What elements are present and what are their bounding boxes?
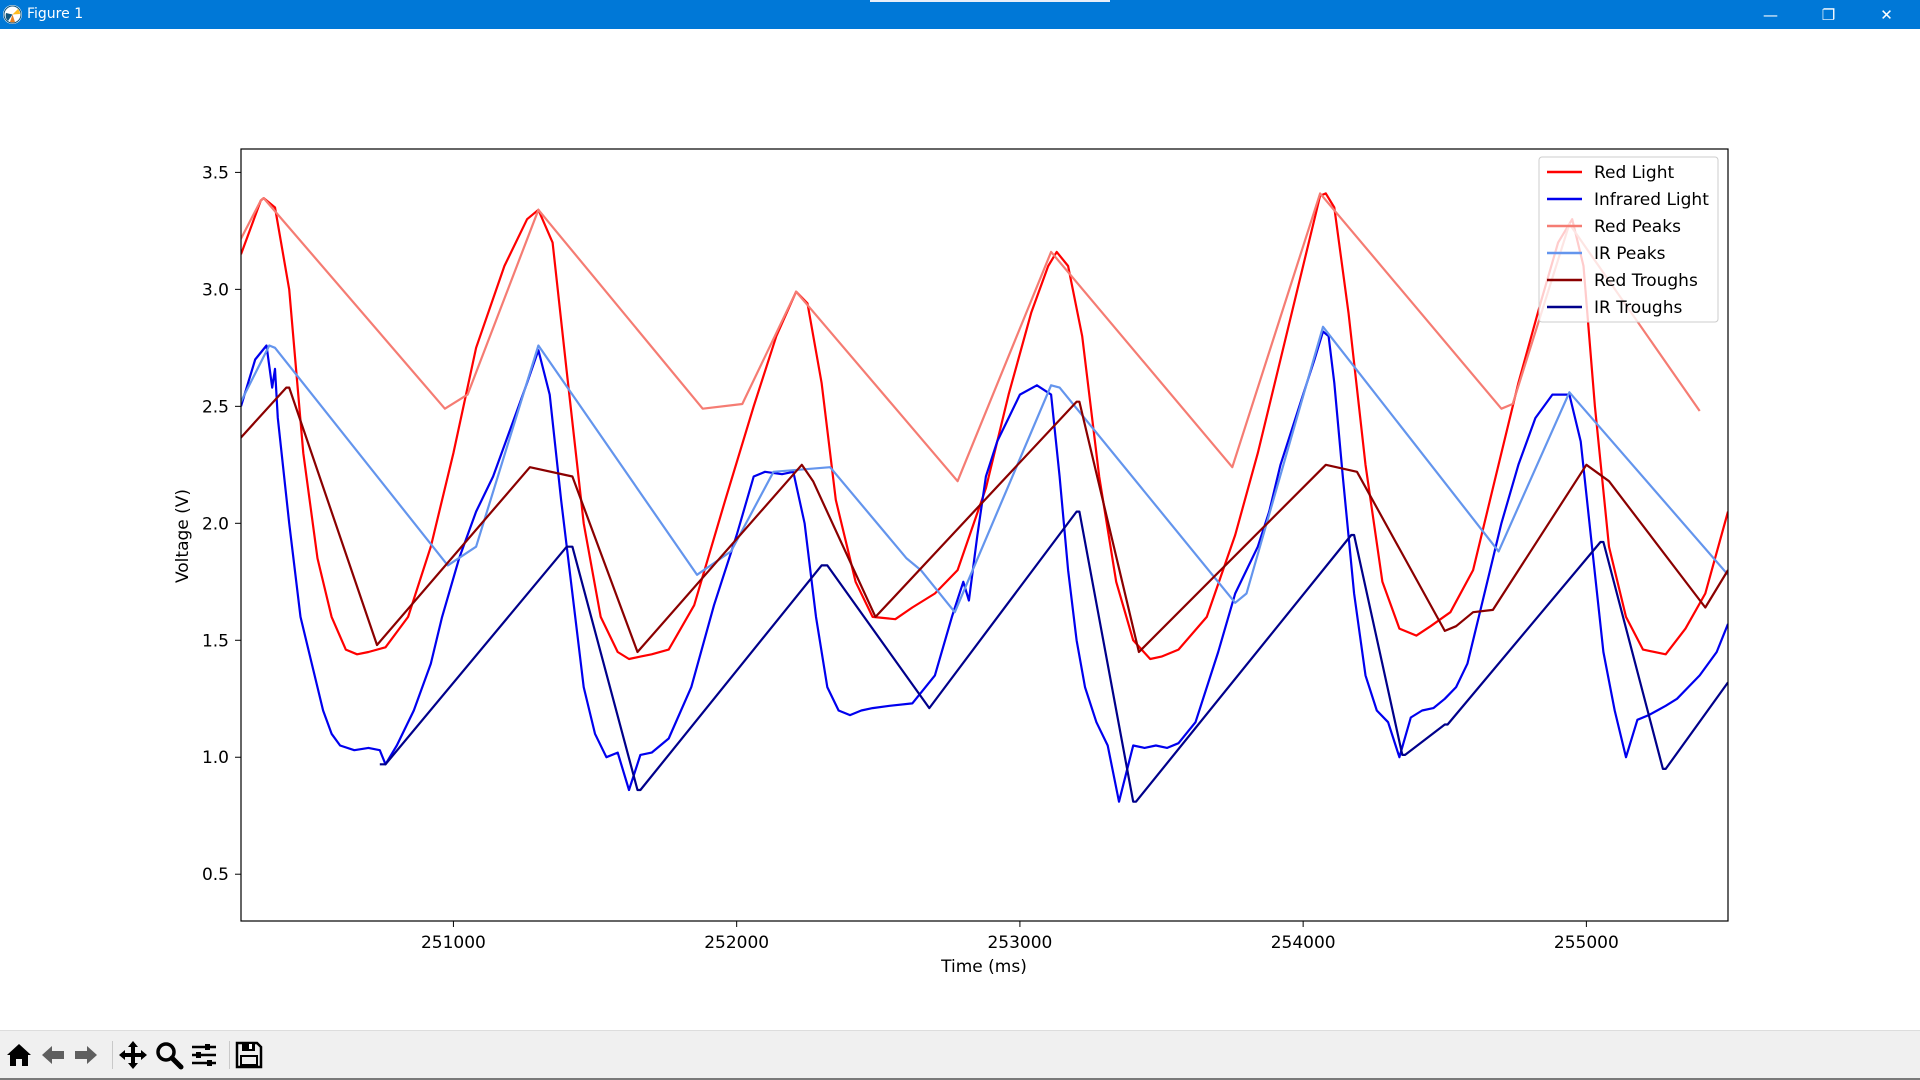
navigation-toolbar <box>0 1030 1920 1080</box>
y-tick-label: 1.0 <box>202 748 229 768</box>
legend: Red Light Infrared Light Red Peaks IR Peaks… <box>1538 156 1719 323</box>
series-line-2 <box>241 192 1701 483</box>
y-tick-label: 1.5 <box>202 631 229 651</box>
restore-button[interactable]: ❐ <box>1821 5 1836 24</box>
plot-frame <box>240 148 1729 922</box>
toolbar-separator <box>229 1041 230 1069</box>
legend-label-2: Red Peaks <box>1594 217 1681 237</box>
close-button[interactable]: ✕ <box>1880 5 1893 24</box>
pan-icon[interactable] <box>117 1039 149 1071</box>
plot-series <box>241 192 1728 803</box>
legend-label-0: Red Light <box>1594 163 1674 183</box>
save-icon[interactable] <box>233 1039 265 1071</box>
minimize-button[interactable]: — <box>1763 5 1778 24</box>
series-line-3 <box>241 325 1728 614</box>
y-tick-label: 2.5 <box>202 397 229 417</box>
figure-canvas[interactable]: 251000 252000 253000 254000 255000 0.5 1.0 1.5… <box>0 29 1920 1030</box>
titlebar-accent <box>870 0 1110 2</box>
home-icon[interactable] <box>3 1039 35 1071</box>
legend-label-3: IR Peaks <box>1594 244 1666 264</box>
toolbar-separator <box>112 1041 113 1069</box>
configure-icon[interactable] <box>188 1039 220 1071</box>
y-axis-label: Voltage (V) <box>173 489 193 583</box>
legend-label-4: Red Troughs <box>1594 271 1698 291</box>
window-bottom-border <box>0 1078 1920 1080</box>
y-tick-label: 2.0 <box>202 514 229 534</box>
x-axis: 251000 252000 253000 254000 255000 <box>421 921 1619 953</box>
y-axis: 0.5 1.0 1.5 2.0 2.5 3.0 3.5 <box>202 163 241 885</box>
x-tick-label: 253000 <box>987 933 1052 953</box>
forward-icon[interactable] <box>70 1039 102 1071</box>
legend-box <box>1538 156 1719 323</box>
x-tick-label: 251000 <box>421 933 486 953</box>
y-tick-label: 0.5 <box>202 865 229 885</box>
series-line-5 <box>379 510 1728 803</box>
legend-label-1: Infrared Light <box>1594 190 1709 210</box>
series-line-0 <box>241 192 1728 661</box>
legend-label-5: IR Troughs <box>1594 298 1682 318</box>
y-tick-label: 3.5 <box>202 163 229 183</box>
matplotlib-logo-icon <box>3 5 22 24</box>
zoom-icon[interactable] <box>153 1039 185 1071</box>
x-tick-label: 254000 <box>1271 933 1336 953</box>
back-icon[interactable] <box>37 1039 69 1071</box>
x-tick-label: 255000 <box>1554 933 1619 953</box>
window-title: Figure 1 <box>27 6 84 22</box>
x-tick-label: 252000 <box>704 933 769 953</box>
y-tick-label: 3.0 <box>202 280 229 300</box>
series-line-4 <box>241 386 1728 654</box>
window-titlebar: Figure 1 — ❐ ✕ <box>0 0 1920 29</box>
x-axis-label: Time (ms) <box>940 957 1027 977</box>
line-chart: 251000 252000 253000 254000 255000 0.5 1.0 1.5… <box>173 148 1729 977</box>
